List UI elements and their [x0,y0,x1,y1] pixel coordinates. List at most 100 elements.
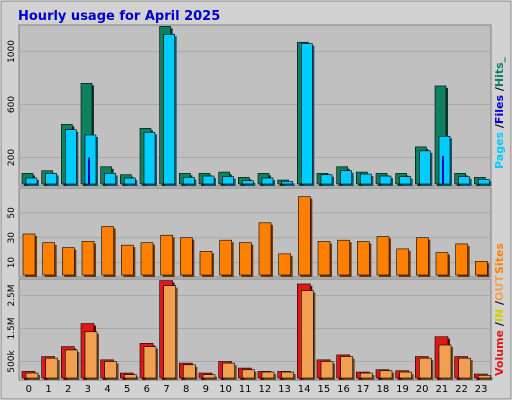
legend-entry: Sites [493,243,506,274]
files-bar [25,177,38,185]
files-bar [202,175,215,185]
volume-y-tick-label: 500k [7,350,17,373]
x-tick-label: 1 [45,384,51,395]
sites-bar [396,248,409,276]
volume-y-tick-label: 1.5M [7,317,17,339]
out-bar [242,369,255,379]
out-bar [143,346,157,379]
x-tick-label: 16 [337,384,350,395]
sites-bar [180,237,193,276]
out-bar [438,344,452,379]
files-bar [222,176,234,185]
legend-entry: Hits_ [493,56,506,87]
x-tick-label: 9 [203,384,209,395]
sites-bar [475,261,488,276]
x-tick-label: 5 [124,384,130,395]
x-tick-label: 2 [65,384,71,395]
sites-bar [62,247,75,276]
files-bar-shadow [244,182,256,186]
files-bar [84,134,97,185]
out-bar [379,370,393,379]
sites-bar [455,243,468,276]
sites-bar [416,237,429,276]
sites-bar [160,234,173,276]
legend-entry: / [493,300,506,309]
x-tick-label: 21 [435,384,448,395]
legend-entry: / [493,321,506,330]
pages-files-hits-y-tick-label: 600 [7,96,17,113]
out-bar [281,371,294,379]
out-bar [45,357,58,379]
files-bar [261,177,274,185]
out-bar [261,371,275,379]
x-tick-label: 18 [376,384,389,395]
x-tick-label: 20 [416,384,429,395]
sites-y-tick-label: 30 [7,232,17,244]
sites-panel: 10 30 50 [7,187,492,278]
x-tick-label: 4 [104,384,110,395]
files-bar [419,150,431,185]
files-bar [360,173,372,185]
pages-bar [88,157,90,184]
chart-title: Hourly usage for April 2025 [18,9,220,24]
sites-y-tick-label: 10 [7,257,17,269]
legend-entry: OUT [493,275,506,301]
sites-bar [376,236,390,276]
x-tick-label: 12 [258,384,271,395]
sites-bar [278,253,291,276]
files-bar [320,174,333,185]
legend-entry: / [493,86,506,95]
files-bar [438,136,451,185]
sites-bar [22,233,36,276]
files-bar [281,181,293,185]
files-bar [45,173,57,185]
sites-bar [317,241,331,276]
x-tick-label: 17 [357,384,370,395]
x-tick-label: 8 [183,384,189,395]
sites-bar [239,242,252,276]
x-tick-label: 10 [219,384,232,395]
x-tick-label: 6 [144,384,150,395]
out-bar [399,371,412,379]
files-bar [163,33,175,185]
files-bar [65,129,77,185]
sites-bar [357,241,370,276]
x-axis-hour-labels: 0 1 2 3 4 5 6 7 8 9 10 11 12 13 14 15 16 17 18 19 20 21 22 23 [26,384,488,395]
sites-bar [42,242,55,276]
sites-bar [337,239,350,276]
x-tick-label: 0 [26,384,32,395]
sites-bar [140,242,154,276]
out-bar [320,361,334,379]
sites-bar [121,244,134,276]
pages-files-hits-panel: 200 600 1000 [7,24,492,187]
out-bar [301,290,314,379]
files-bar [104,173,116,185]
volume-y-tick-label: 2.5M [7,284,17,306]
files-bar [124,177,136,185]
legend-pages-files-hits: Pages /Files /Hits_ [493,56,506,169]
files-bar [301,43,313,185]
legend-volume-in-out: Volume /IN /OUT [493,275,506,376]
x-tick-label: 3 [85,384,91,395]
out-bar [458,357,471,379]
legend-entry: IN [493,309,506,322]
sites-bar [258,222,272,276]
legend-entry: Files [493,95,506,125]
x-tick-label: 7 [163,384,169,395]
files-bar [379,175,392,185]
x-tick-label: 19 [396,384,409,395]
out-bar [25,372,39,379]
files-bar [340,170,352,185]
x-tick-label: 11 [239,384,252,395]
legend-entry: Pages [493,131,506,169]
volume-panel: 500k 1.5M 2.5M [7,278,493,381]
sites-y-tick-label: 50 [7,207,17,219]
out-bar [360,372,373,379]
legend-entry: / [493,123,506,132]
sites-bar [219,239,232,276]
pages-files-hits-y-tick-label: 200 [7,149,17,166]
out-bar-shadow [205,376,217,380]
out-bar [222,362,235,379]
x-tick-label: 13 [278,384,291,395]
